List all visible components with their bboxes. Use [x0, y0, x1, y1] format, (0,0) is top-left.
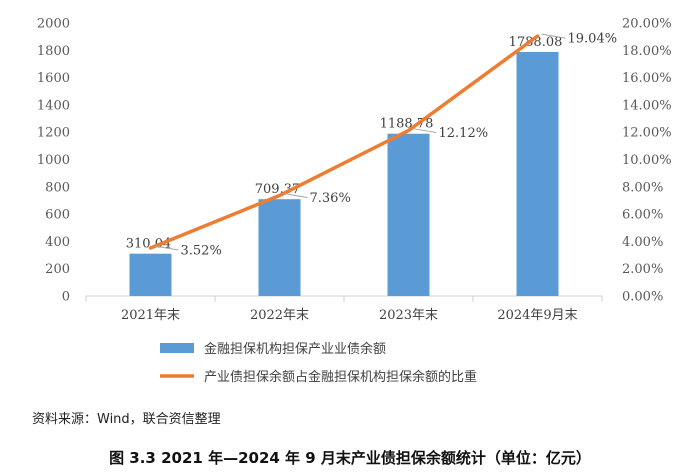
y-left-tick-label: 600 — [45, 208, 70, 223]
line-value-label: 7.36% — [310, 191, 351, 206]
x-category-label: 2022年末 — [250, 308, 309, 323]
chart-svg: 0 200 400 600 800 1000 1200 1400 1600 1800 2000 0.0… — [37, 17, 672, 386]
x-category-label: 2024年9月末 — [497, 308, 577, 323]
y-right-tick-label: 10.00% — [622, 153, 672, 168]
y-left-tick-label: 400 — [45, 235, 70, 250]
y-left-tick-label: 1200 — [37, 126, 70, 141]
bar-3 — [516, 51, 559, 296]
line-value-label: 12.12% — [439, 126, 489, 141]
y-left-tick-label: 0 — [62, 290, 70, 305]
line-label-leader — [541, 33, 566, 39]
y-right-tick-label: 18.00% — [622, 44, 672, 59]
y-left-tick-label: 1800 — [37, 44, 70, 59]
bar-0 — [129, 253, 172, 296]
line-label-leader — [154, 245, 179, 251]
line-value-label: 3.52% — [181, 243, 222, 258]
y-right-tick-label: 2.00% — [622, 262, 663, 277]
y-right-tick-label: 8.00% — [622, 180, 663, 195]
y-right-tick-label: 6.00% — [622, 208, 663, 223]
bar-1 — [258, 199, 301, 296]
bar-value-label: 310.04 — [126, 237, 172, 252]
x-category-label: 2023年末 — [379, 308, 438, 323]
legend-label-line: 产业债担保余额占金融担保机构担保余额的比重 — [204, 369, 477, 385]
line-series — [148, 34, 540, 250]
y-right-tick-label: 12.00% — [622, 126, 672, 141]
line-label-leader — [412, 128, 437, 134]
y-right-tick-label: 14.00% — [622, 98, 672, 113]
bar-value-label: 709.37 — [255, 182, 301, 197]
line-value-label: 19.04% — [568, 32, 618, 47]
line-label-leader — [283, 193, 308, 199]
y-left-tick-label: 800 — [45, 180, 70, 195]
y-left-tick-label: 1600 — [37, 71, 70, 86]
y-right-tick-label: 4.00% — [622, 235, 663, 250]
legend-label-bar: 金融担保机构担保产业业债余额 — [204, 341, 386, 357]
x-category-label: 2021年末 — [121, 308, 180, 323]
y-left-tick-label: 1400 — [37, 98, 70, 113]
y-right-tick-label: 20.00% — [622, 17, 672, 32]
bar-2 — [387, 133, 430, 296]
y-right-tick-label: 0.00% — [622, 290, 663, 305]
y-left-tick-label: 2000 — [37, 17, 70, 32]
y-left-tick-label: 1000 — [37, 153, 70, 168]
y-right-tick-label: 16.00% — [622, 71, 672, 86]
figure-caption: 图 3.3 2021 年—2024 年 9 月末产业债担保余额统计（单位：亿元） — [109, 449, 591, 467]
y-left-tick-label: 200 — [45, 262, 70, 277]
source-note: 资料来源：Wind，联合资信整理 — [32, 412, 221, 427]
legend-swatch-bar — [160, 343, 194, 353]
